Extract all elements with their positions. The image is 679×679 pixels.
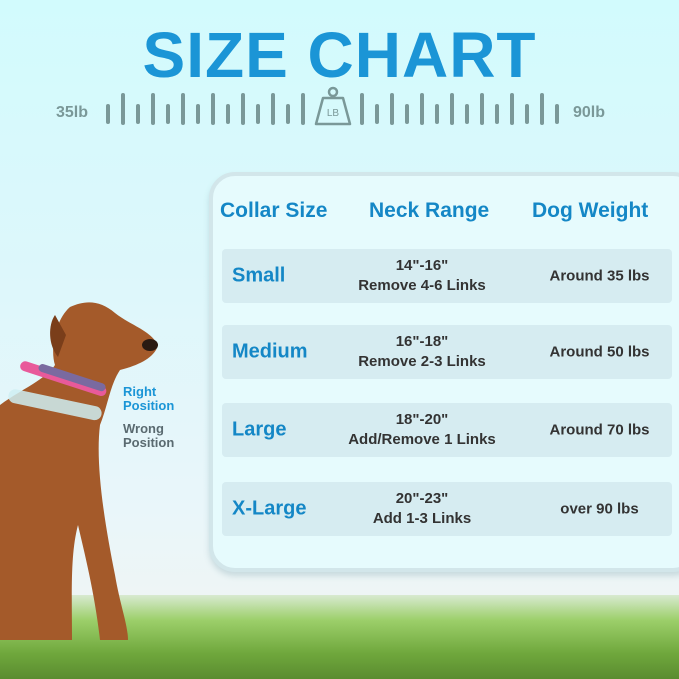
scale-tick	[166, 104, 170, 124]
table-row: Small 14"-16" Remove 4-6 Links Around 35 …	[222, 249, 672, 303]
scale-tick	[181, 93, 185, 125]
weight-icon: LB	[314, 86, 352, 126]
dog-weight: over 90 lbs	[560, 500, 639, 518]
dog-weight: Around 70 lbs	[549, 421, 650, 439]
scale-tick	[136, 104, 140, 124]
wrong-position-label: Wrong Position	[123, 421, 175, 450]
scale-max-label: 90lb	[573, 104, 606, 121]
scale-tick	[226, 104, 230, 124]
size-label: Large	[232, 418, 287, 441]
scale-tick	[211, 93, 215, 125]
header-neck-range: Neck Range	[369, 199, 490, 222]
scale-tick	[241, 93, 245, 125]
scale-tick	[286, 104, 290, 124]
dog-weight: Around 35 lbs	[549, 267, 650, 285]
neck-range: 18"-20"	[395, 411, 449, 428]
size-label: Small	[232, 264, 286, 287]
scale-tick	[495, 104, 499, 124]
scale-tick	[450, 93, 454, 125]
size-label: X-Large	[232, 497, 307, 520]
scale-tick	[390, 93, 394, 125]
size-label: Medium	[232, 340, 308, 363]
scale-tick	[375, 104, 379, 124]
links-note: Add/Remove 1 Links	[348, 431, 496, 448]
scale-tick	[121, 93, 125, 125]
scale-tick	[465, 104, 469, 124]
scale-tick	[301, 93, 305, 125]
neck-range: 16"-18"	[395, 333, 449, 350]
scale-min-label: 35lb	[56, 104, 89, 121]
scale-tick	[540, 93, 544, 125]
scale-tick	[525, 104, 529, 124]
scale-tick	[480, 93, 484, 125]
table-row: Large 18"-20" Add/Remove 1 Links Around 7…	[222, 403, 672, 457]
links-note: Remove 4-6 Links	[358, 277, 486, 294]
dog-weight: Around 50 lbs	[549, 343, 650, 361]
scale-tick	[435, 104, 439, 124]
scale-tick	[256, 104, 260, 124]
neck-range: 20"-23"	[395, 490, 449, 507]
scale-tick	[106, 104, 110, 124]
table-row: X-Large 20"-23" Add 1-3 Links over 90 lbs	[222, 482, 672, 536]
scale-tick	[405, 104, 409, 124]
scale-tick	[196, 104, 200, 124]
neck-range: 14"-16"	[395, 257, 449, 274]
dog-illustration	[0, 302, 158, 640]
links-note: Remove 2-3 Links	[358, 353, 486, 370]
weight-icon-label: LB	[327, 108, 340, 119]
scale-tick	[420, 93, 424, 125]
right-position-label: Right Position	[123, 384, 175, 413]
page-title: SIZE CHART	[142, 19, 537, 91]
header-collar-size: Collar Size	[220, 199, 328, 222]
table-row: Medium 16"-18" Remove 2-3 Links Around 50…	[222, 325, 672, 379]
scale-tick	[271, 93, 275, 125]
header-dog-weight: Dog Weight	[532, 199, 649, 222]
scale-tick	[555, 104, 559, 124]
scale-tick	[510, 93, 514, 125]
scale-tick	[360, 93, 364, 125]
links-note: Add 1-3 Links	[372, 510, 472, 527]
scale-tick	[151, 93, 155, 125]
